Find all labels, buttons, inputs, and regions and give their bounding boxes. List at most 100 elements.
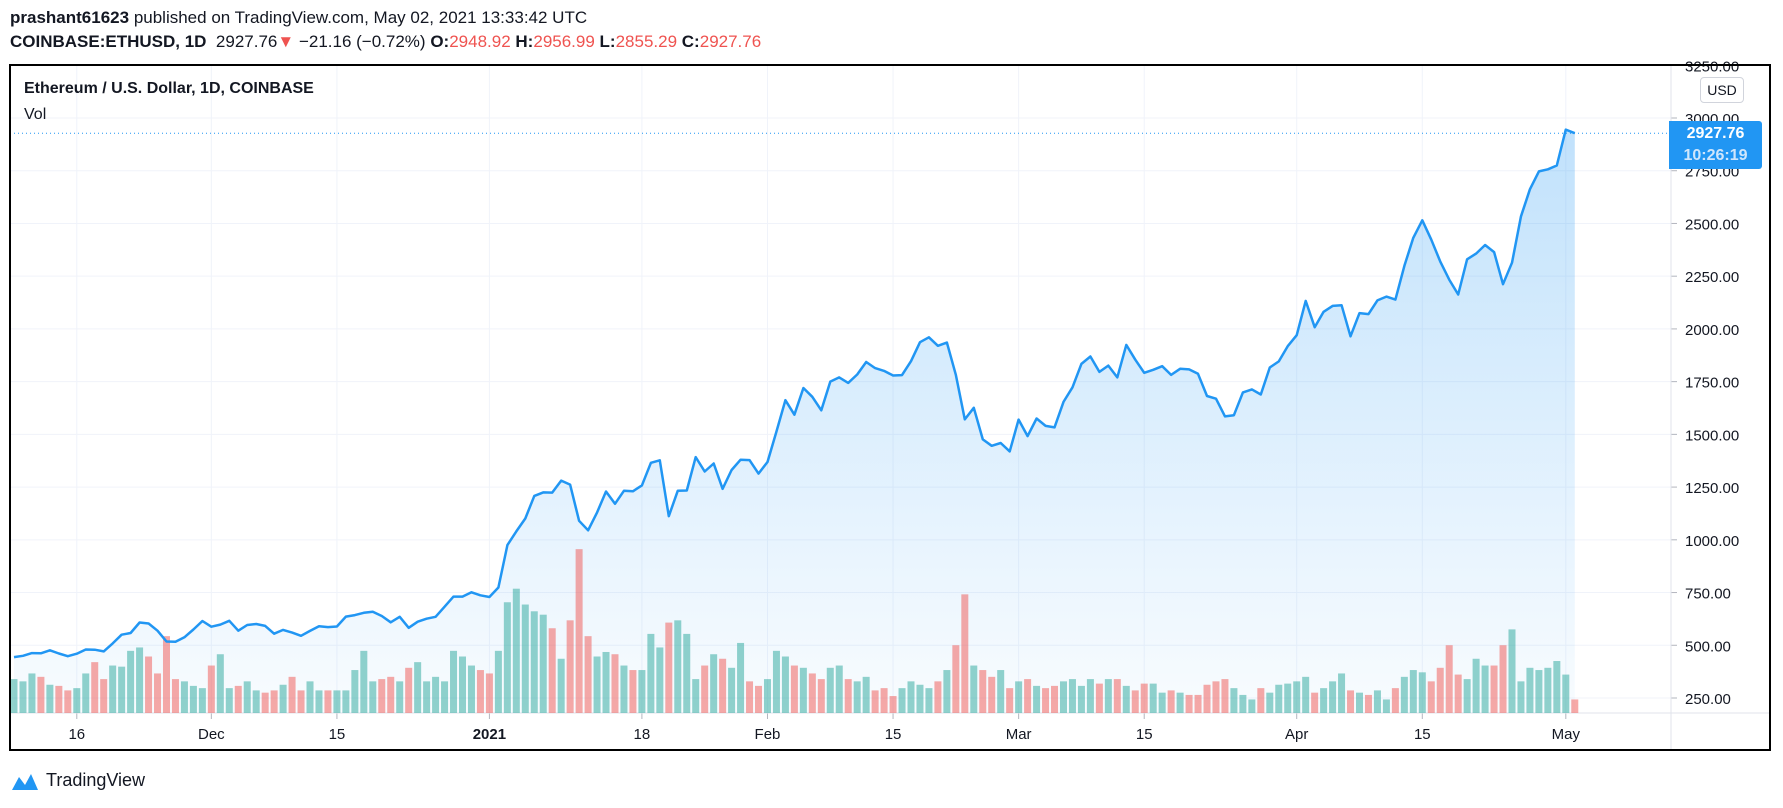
volume-bar <box>656 647 664 713</box>
volume-bar <box>1113 679 1121 713</box>
volume-bar <box>1266 692 1274 713</box>
volume-bar <box>225 688 233 713</box>
volume-bar <box>1472 658 1480 713</box>
volume-bar <box>737 642 745 713</box>
open-label: O: <box>430 32 450 51</box>
volume-bar <box>1176 692 1184 713</box>
volume-bar <box>1275 684 1283 713</box>
volume-bar <box>1059 681 1067 713</box>
tradingview-cloud-icon <box>12 773 38 790</box>
volume-bar <box>1320 688 1328 713</box>
volume-bar <box>1221 679 1229 713</box>
y-tick-label: 1250.00 <box>1685 480 1739 497</box>
volume-bar <box>557 658 565 713</box>
volume-bar <box>136 647 144 713</box>
volume-bar <box>772 650 780 713</box>
volume-bar <box>728 667 736 713</box>
chart-title: Ethereum / U.S. Dollar, 1D, COINBASE <box>24 80 314 97</box>
volume-bar <box>1024 679 1032 713</box>
volume-bar <box>467 665 475 713</box>
volume-bar <box>925 688 933 713</box>
volume-bar <box>907 681 915 713</box>
y-tick-label: 750.00 <box>1685 586 1731 603</box>
volume-bar <box>674 620 682 713</box>
chart-frame <box>9 64 1771 751</box>
volume-bar <box>360 650 368 713</box>
volume-bar <box>37 676 45 713</box>
volume-bar <box>1481 665 1489 713</box>
volume-bar <box>665 622 673 713</box>
volume-bar <box>279 684 287 713</box>
volume-bar <box>118 666 126 713</box>
volume-bar <box>1140 683 1148 713</box>
volume-bar <box>611 654 619 713</box>
volume-bar <box>1329 681 1337 713</box>
y-tick-label: 1500.00 <box>1685 427 1739 444</box>
volume-bar <box>1068 679 1076 713</box>
volume-bar <box>1230 688 1238 713</box>
bar-countdown: 10:26:19 <box>1683 147 1748 164</box>
volume-bar <box>1400 676 1408 713</box>
volume-bar <box>961 594 969 713</box>
y-tick-label: 3250.00 <box>1685 58 1739 75</box>
volume-bar <box>396 681 404 713</box>
high-value: 2956.99 <box>533 32 595 51</box>
volume-bar <box>1015 681 1023 713</box>
volume-bar <box>1149 683 1157 713</box>
x-tick-label: 15 <box>329 726 346 743</box>
volume-bar <box>73 688 81 713</box>
volume-bar <box>1311 692 1319 713</box>
volume-bar <box>1239 694 1247 713</box>
volume-bar <box>1194 694 1202 713</box>
volume-bar <box>476 670 484 713</box>
volume-bar <box>369 681 377 713</box>
volume-bar <box>207 665 215 713</box>
volume-bar <box>826 667 834 713</box>
y-tick-label: 1750.00 <box>1685 375 1739 392</box>
volume-label: Vol <box>24 106 47 123</box>
volume-bar <box>1338 673 1346 713</box>
y-tick-label: 500.00 <box>1685 638 1731 655</box>
volume-bar <box>979 670 987 713</box>
volume-bar <box>1257 688 1265 713</box>
volume-bar <box>755 685 763 713</box>
volume-bar <box>602 651 610 713</box>
tradingview-logo[interactable]: TradingView <box>10 770 145 791</box>
volume-bar <box>261 692 269 713</box>
volume-bar <box>1293 681 1301 713</box>
y-tick-label: 1000.00 <box>1685 533 1739 550</box>
volume-bar <box>1535 670 1543 713</box>
volume-bar <box>243 681 251 713</box>
volume-bar <box>943 670 951 713</box>
volume-bar <box>629 670 637 713</box>
high-label: H: <box>515 32 534 51</box>
volume-bar <box>548 628 556 713</box>
volume-bar <box>503 602 511 713</box>
volume-bar <box>530 611 538 713</box>
publish-info: prashant61623 published on TradingView.c… <box>10 8 587 28</box>
volume-bar <box>171 679 179 713</box>
volume-bar <box>46 684 54 713</box>
volume-bar <box>853 681 861 713</box>
volume-bar <box>405 667 413 713</box>
volume-bar <box>835 665 843 713</box>
x-tick-label: 16 <box>68 726 85 743</box>
last-price-value: 2927.76 <box>1686 125 1745 142</box>
volume-bar <box>1391 688 1399 713</box>
volume-bar <box>566 620 574 713</box>
volume-bar <box>180 681 188 713</box>
currency-button[interactable]: USD <box>1700 77 1744 103</box>
volume-bar <box>459 656 466 713</box>
volume-bar <box>333 690 341 713</box>
volume-bar <box>494 650 502 713</box>
volume-bar <box>1526 667 1534 713</box>
volume-bar <box>719 658 727 713</box>
volume-bar <box>162 636 170 713</box>
volume-bar <box>1544 667 1552 713</box>
volume-bar <box>1185 694 1193 713</box>
volume-bar <box>28 673 36 713</box>
volume-bar <box>710 654 718 713</box>
price-change: −21.16 (−0.72%) <box>298 32 426 51</box>
volume-bar <box>64 690 72 713</box>
